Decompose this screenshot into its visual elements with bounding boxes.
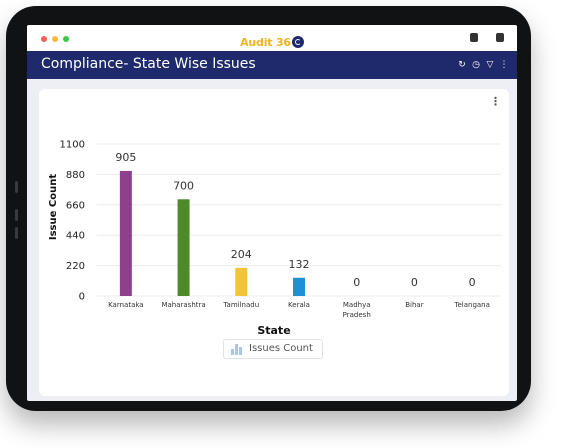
y-tick-label: 0 <box>79 292 85 303</box>
close-window-button[interactable] <box>41 36 47 42</box>
x-tick-label: Maharashtra <box>161 301 205 309</box>
bar[interactable] <box>177 199 190 296</box>
y-tick-label: 440 <box>66 231 85 242</box>
x-tick-label: Telangana <box>453 301 490 309</box>
x-tick-label: Pradesh <box>343 311 371 319</box>
y-tick-label: 660 <box>66 200 85 211</box>
refresh-icon[interactable]: ↻ <box>458 60 466 70</box>
x-tick-label: Madhya <box>343 301 371 309</box>
bar-value-label: 905 <box>115 151 136 164</box>
trash-icon[interactable] <box>496 33 504 42</box>
window-titlebar: Audit 36 <box>27 25 517 51</box>
x-tick-label: Tamilnadu <box>222 301 259 309</box>
device-side-button <box>15 227 18 239</box>
app-logo: Audit 36 <box>27 31 517 50</box>
y-tick-label: 1100 <box>60 140 85 151</box>
bar[interactable] <box>293 277 305 296</box>
document-icon[interactable] <box>470 33 478 42</box>
page-title: Compliance- State Wise Issues <box>41 56 256 72</box>
device-side-button <box>15 181 18 193</box>
bar-value-label: 0 <box>353 276 360 289</box>
chart-legend[interactable]: Issues Count <box>223 339 323 359</box>
x-tick-label: Bihar <box>405 301 423 309</box>
bar[interactable] <box>235 267 248 296</box>
chart-card: ⋮ 0 220 440 660 880 1100 905 700 204 132 0 0 0 Karn… <box>39 89 509 396</box>
issues-bar-chart: 0 220 440 660 880 1100 905 700 204 132 0 0 0 Karnat… <box>48 140 501 337</box>
bar-value-label: 204 <box>231 248 252 261</box>
y-tick-label: 880 <box>66 170 85 181</box>
minimize-window-button[interactable] <box>52 36 58 42</box>
x-tick-label: Karnataka <box>108 301 144 309</box>
app-screen: Audit 36 Compliance- State Wise Issues ↻… <box>27 25 517 401</box>
bar-chart-icon <box>231 344 243 355</box>
logo-text: Audit 36 <box>240 36 291 49</box>
clock-icon[interactable]: ◷ <box>472 60 480 70</box>
more-vertical-icon[interactable]: ⋮ <box>499 60 509 70</box>
y-tick-label: 220 <box>66 261 85 272</box>
filter-icon[interactable]: ▽ <box>486 60 494 70</box>
card-menu-icon[interactable]: ⋮ <box>490 95 501 108</box>
page-header: Compliance- State Wise Issues ↻ ◷ ▽ ⋮ <box>27 51 517 79</box>
bar[interactable] <box>119 170 132 296</box>
y-axis-label: Issue Count <box>48 174 59 240</box>
logo-mark-icon <box>291 36 304 48</box>
header-actions: ↻ ◷ ▽ ⋮ <box>457 58 509 72</box>
bar-value-label: 700 <box>173 179 194 192</box>
bar-value-label: 132 <box>289 258 310 271</box>
x-axis-label: State <box>257 324 290 337</box>
maximize-window-button[interactable] <box>63 36 69 42</box>
x-tick-label: Kerala <box>288 301 310 309</box>
tablet-frame: Audit 36 Compliance- State Wise Issues ↻… <box>6 6 531 411</box>
bar-value-label: 0 <box>469 276 476 289</box>
device-side-button <box>15 209 18 221</box>
bar-value-label: 0 <box>411 276 418 289</box>
legend-label: Issues Count <box>249 343 313 354</box>
